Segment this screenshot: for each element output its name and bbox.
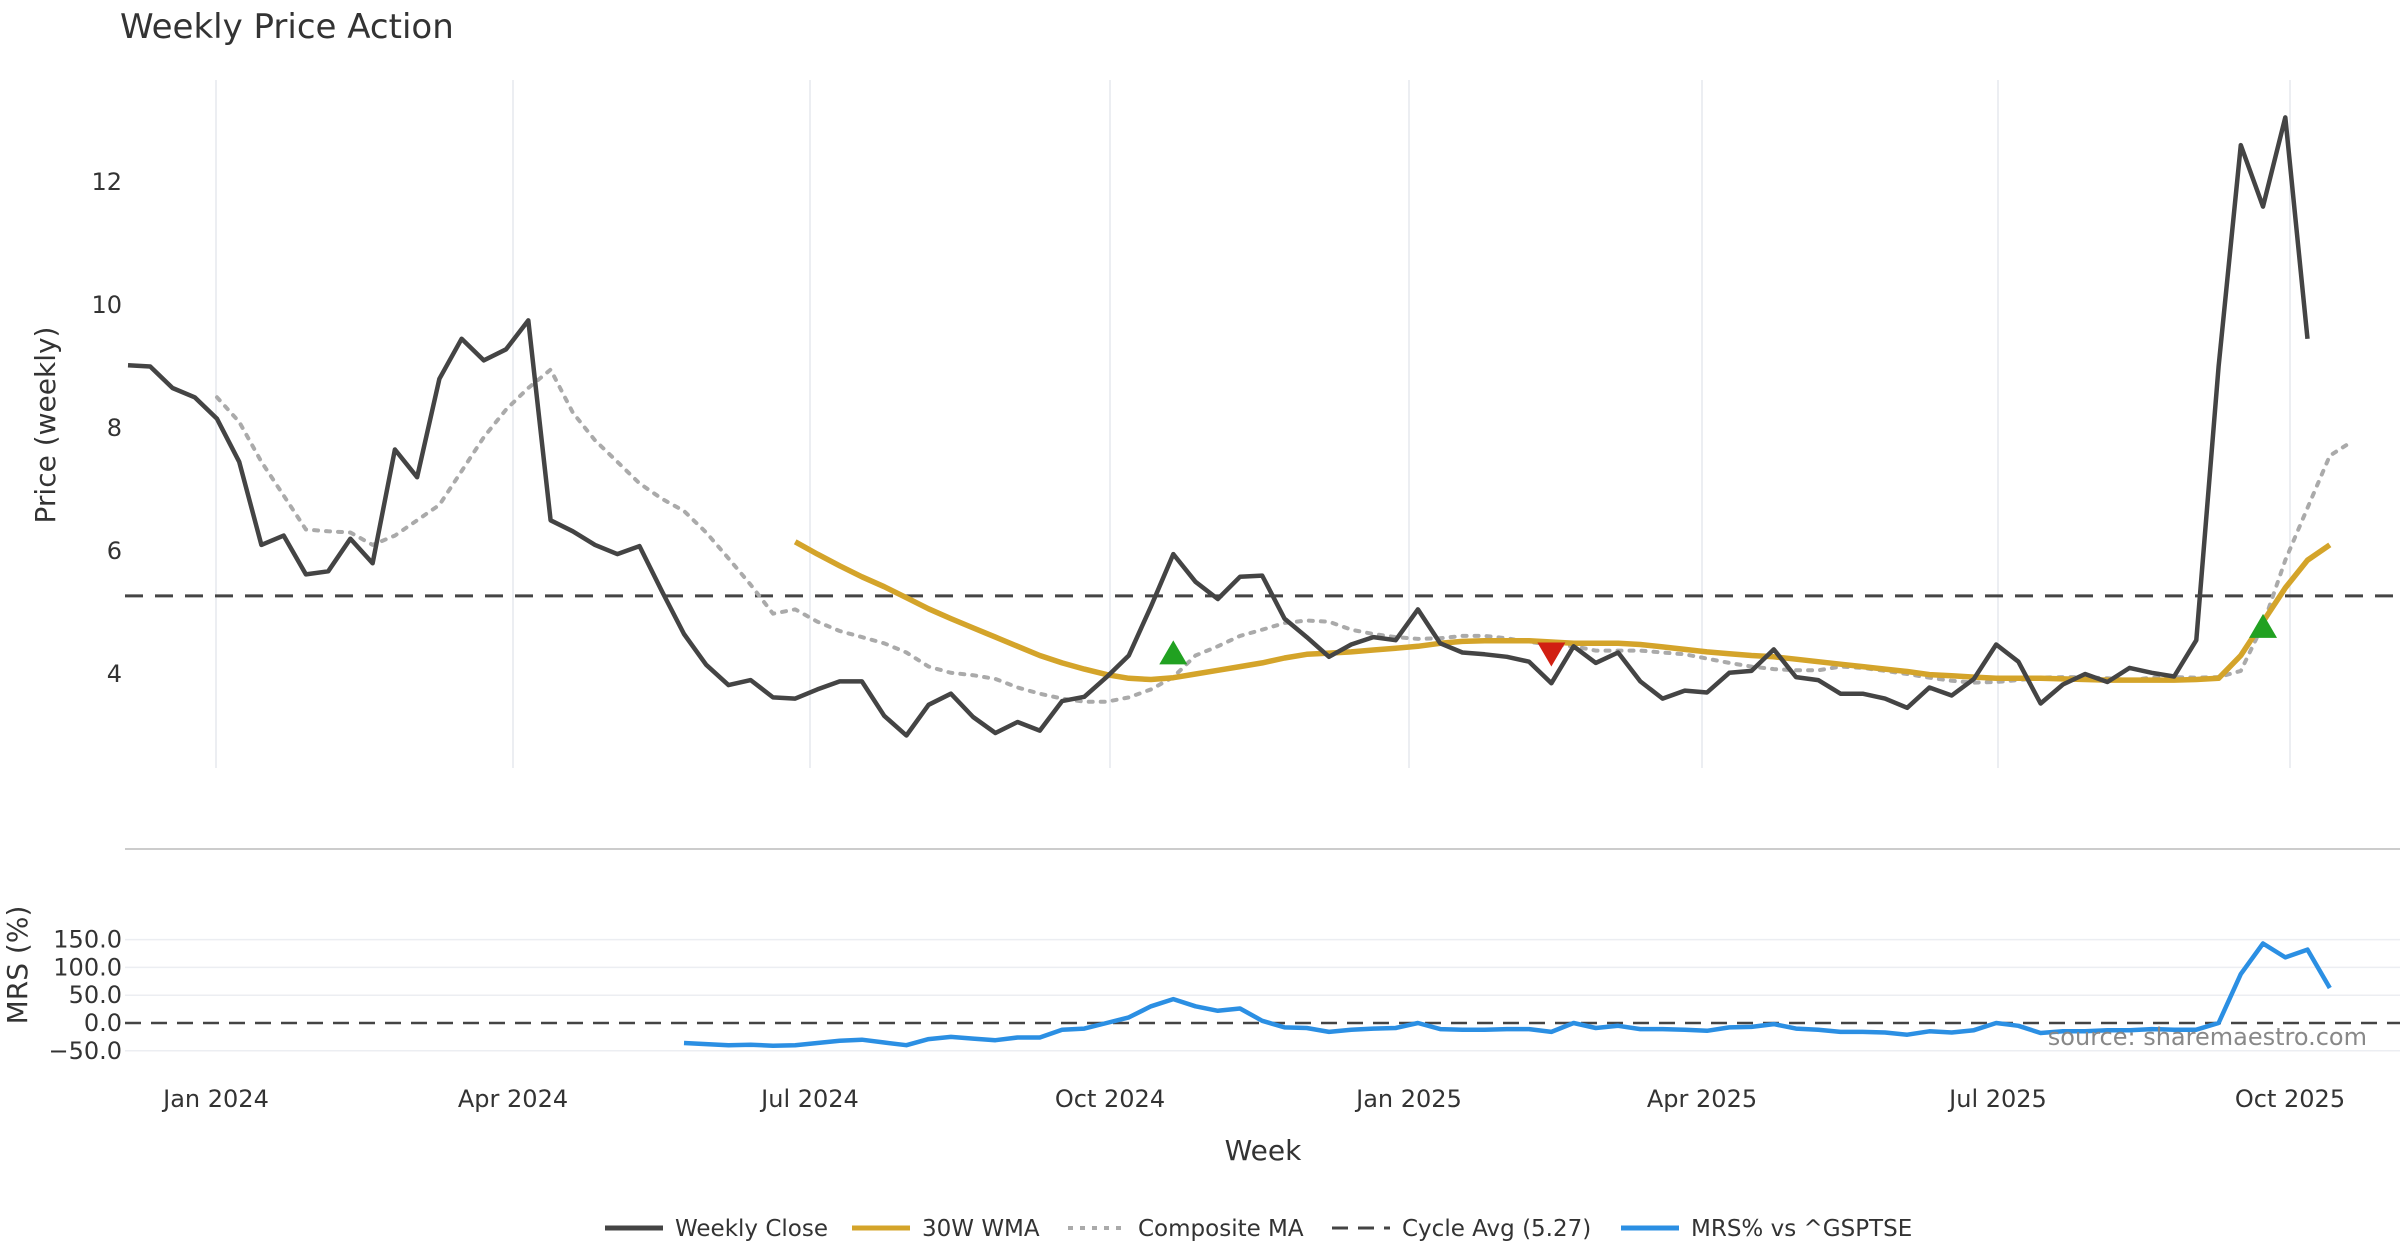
x-axis-ticks: Jan 2024 Apr 2024 Jul 2024 Oct 2024 Jan 2025… bbox=[161, 1085, 2345, 1113]
x-tick-label: Jul 2025 bbox=[1947, 1085, 2047, 1113]
mrs-y-tick-label: −50.0 bbox=[48, 1037, 122, 1065]
x-tick-label: Apr 2025 bbox=[1647, 1085, 1757, 1113]
x-tick-label: Oct 2024 bbox=[1055, 1085, 1165, 1113]
legend-item: 30W WMA bbox=[852, 1216, 1040, 1242]
source-note: source: sharemaestro.com bbox=[2048, 1023, 2367, 1051]
wma-30w-line bbox=[793, 539, 2332, 683]
legend-item: Composite MA bbox=[1068, 1216, 1304, 1242]
price-y-tick-label: 8 bbox=[107, 414, 122, 442]
signal-markers bbox=[1159, 613, 2278, 667]
x-tick-label: Jan 2025 bbox=[1354, 1085, 1462, 1113]
chart-title: Weekly Price Action bbox=[120, 7, 454, 47]
legend-label: 30W WMA bbox=[922, 1216, 1040, 1242]
mrs-gridlines bbox=[125, 938, 2400, 1052]
buy-signal-marker bbox=[2249, 613, 2278, 638]
price-y-ticks: 4 6 8 10 12 bbox=[91, 168, 122, 688]
x-axis-title: Week bbox=[1225, 1134, 1302, 1167]
legend: Weekly Close 30W WMA Composite MA Cycle Avg… bbox=[605, 1216, 1912, 1242]
sell-signal-marker bbox=[1537, 642, 1566, 667]
mrs-y-tick-label: 150.0 bbox=[53, 926, 122, 954]
legend-item: Weekly Close bbox=[605, 1216, 828, 1242]
legend-item: Cycle Avg (5.27) bbox=[1332, 1216, 1591, 1242]
weekly-close-line bbox=[127, 115, 2310, 738]
x-tick-label: Jul 2024 bbox=[759, 1085, 859, 1113]
price-y-tick-label: 12 bbox=[91, 168, 122, 196]
legend-label: MRS% vs ^GSPTSE bbox=[1691, 1216, 1912, 1242]
price-y-axis-title: Price (weekly) bbox=[29, 327, 62, 524]
legend-item: MRS% vs ^GSPTSE bbox=[1621, 1216, 1912, 1242]
mrs-y-axis-title: MRS (%) bbox=[1, 906, 34, 1025]
x-tick-label: Oct 2025 bbox=[2235, 1085, 2345, 1113]
mrs-y-tick-label: 0.0 bbox=[84, 1009, 122, 1037]
legend-label: Cycle Avg (5.27) bbox=[1402, 1216, 1591, 1242]
legend-label: Composite MA bbox=[1138, 1216, 1304, 1242]
composite-ma-line bbox=[215, 367, 2354, 704]
mrs-series-group bbox=[683, 941, 2332, 1049]
price-gridlines bbox=[215, 80, 2291, 768]
x-tick-label: Apr 2024 bbox=[458, 1085, 568, 1113]
mrs-y-tick-label: 100.0 bbox=[53, 953, 122, 981]
price-panel: 4 6 8 10 12 Price (weekly) bbox=[29, 80, 2400, 768]
price-y-tick-label: 6 bbox=[107, 537, 122, 565]
price-y-tick-label: 10 bbox=[91, 291, 122, 319]
legend-label: Weekly Close bbox=[675, 1216, 828, 1242]
price-y-tick-label: 4 bbox=[107, 660, 122, 688]
mrs-y-tick-label: 50.0 bbox=[69, 981, 122, 1009]
buy-signal-marker bbox=[1159, 640, 1188, 665]
x-tick-label: Jan 2024 bbox=[161, 1085, 269, 1113]
price-series-group bbox=[125, 115, 2400, 738]
mrs-line bbox=[683, 941, 2332, 1049]
